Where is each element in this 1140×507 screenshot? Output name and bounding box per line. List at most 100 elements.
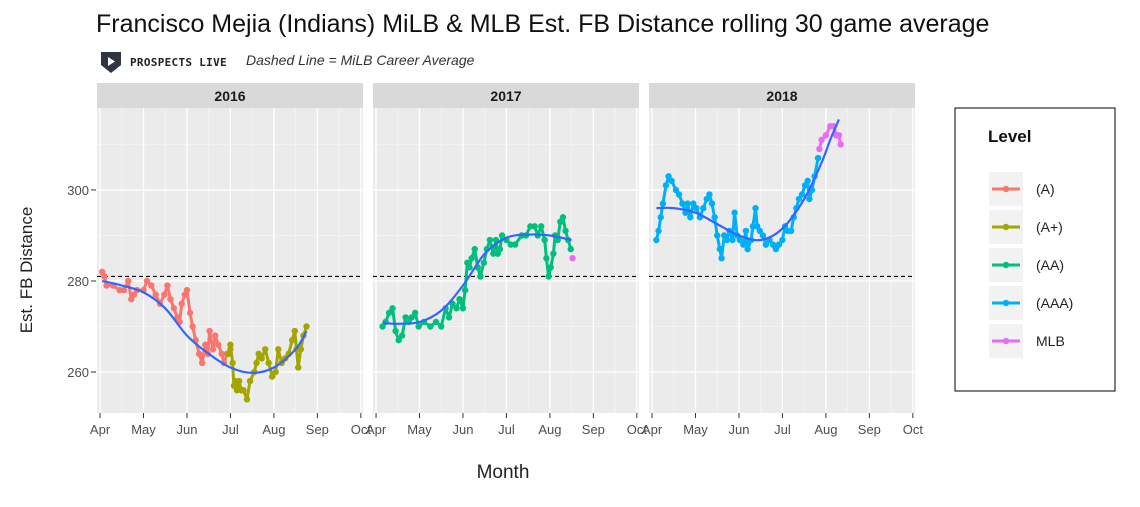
data-point: [229, 359, 236, 367]
x-tick-label: Apr: [366, 422, 387, 437]
data-point: [684, 200, 691, 207]
data-point: [496, 245, 504, 253]
data-point: [415, 323, 422, 330]
data-point: [167, 295, 174, 303]
data-point: [291, 327, 298, 335]
data-point: [700, 204, 707, 212]
legend-label: (AAA): [1036, 295, 1073, 311]
data-point: [453, 305, 460, 312]
series-mlb: [816, 123, 844, 153]
y-axis-label: Est. FB Distance: [17, 207, 36, 334]
data-point: [438, 323, 445, 330]
data-point: [511, 241, 519, 248]
data-point: [206, 327, 213, 335]
data-point: [461, 286, 469, 294]
legend-item: MLB: [989, 324, 1065, 358]
data-point: [183, 286, 191, 294]
data-point: [253, 359, 260, 367]
data-point: [690, 200, 697, 207]
data-point: [740, 241, 747, 248]
data-point: [303, 323, 310, 330]
data-point: [814, 154, 822, 162]
x-tick-label: Sep: [858, 422, 881, 437]
legend-label: (A+): [1036, 219, 1063, 235]
x-tick-label: Jun: [452, 422, 473, 437]
data-point: [668, 177, 675, 185]
legend-key-point: [1002, 337, 1010, 345]
x-tick-label: Sep: [582, 422, 605, 437]
data-point: [152, 291, 159, 298]
data-point: [246, 377, 254, 385]
facet-panel-2016: 2016 Apr May Jun Jul Aug Sep Oct: [90, 83, 371, 437]
data-point: [198, 359, 206, 367]
data-point: [411, 309, 419, 317]
data-point: [711, 214, 718, 221]
brand-mark: PROSPECTS LIVE: [100, 48, 227, 76]
legend-title: Level: [988, 127, 1031, 146]
chart-title: Francisco Mejia (Indians) MiLB & MLB Est…: [96, 10, 990, 38]
data-point: [716, 245, 724, 253]
data-point: [554, 236, 561, 244]
data-point: [655, 227, 662, 235]
data-point: [787, 227, 795, 235]
data-point: [736, 236, 744, 244]
series-mlb: [569, 255, 576, 262]
data-point: [178, 300, 185, 307]
data-point: [258, 355, 265, 362]
data-point: [209, 346, 217, 353]
data-point: [679, 200, 686, 207]
facet-strip-label: 2017: [490, 88, 521, 104]
facet-strip-label: 2016: [214, 88, 245, 104]
legend-key-point: [1002, 299, 1010, 307]
facet-strip: [649, 83, 915, 108]
data-point: [456, 295, 463, 303]
legend-item: (A+): [989, 210, 1063, 244]
data-point: [466, 264, 473, 271]
data-point: [186, 309, 194, 317]
y-tick-label: 300: [67, 183, 89, 198]
data-point: [742, 227, 750, 235]
data-point: [445, 314, 453, 321]
data-point: [567, 245, 574, 253]
data-point: [559, 214, 567, 221]
data-point: [297, 346, 305, 353]
data-point: [718, 255, 725, 262]
brand-name: PROSPECTS LIVE: [130, 55, 227, 69]
x-tick-label: Aug: [262, 422, 285, 437]
data-point: [120, 286, 128, 294]
x-tick-label: Oct: [627, 422, 648, 437]
data-point: [103, 282, 110, 289]
data-point: [125, 277, 132, 285]
legend-item: (AAA): [989, 286, 1073, 320]
data-point: [398, 332, 406, 339]
data-point: [202, 341, 209, 348]
data-point: [389, 305, 396, 312]
data-point: [468, 255, 475, 262]
data-point: [822, 132, 830, 139]
legend-key-point: [1002, 261, 1010, 269]
data-point: [772, 245, 780, 253]
data-point: [265, 359, 272, 367]
data-point: [653, 236, 660, 244]
data-point: [275, 346, 282, 353]
data-point: [379, 323, 386, 330]
x-tick-label: Jun: [176, 422, 197, 437]
smooth-trend-line: [101, 279, 308, 375]
data-point: [225, 350, 232, 358]
play-shield-icon: [101, 52, 121, 73]
data-point: [148, 282, 155, 289]
data-point: [665, 173, 672, 180]
data-point: [262, 346, 269, 353]
data-point: [130, 291, 138, 298]
facet-strip: [97, 83, 363, 108]
x-tick-label: Aug: [814, 422, 837, 437]
data-point: [243, 396, 251, 403]
data-point: [195, 350, 203, 358]
data-point: [835, 132, 843, 139]
data-point: [427, 323, 434, 330]
legend-label: MLB: [1036, 333, 1065, 349]
data-point: [547, 264, 554, 271]
data-point: [723, 236, 731, 244]
data-point: [240, 387, 247, 394]
data-point: [657, 214, 664, 221]
